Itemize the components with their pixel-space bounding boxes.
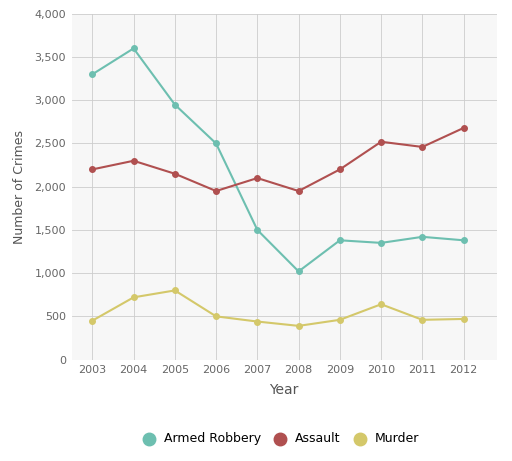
Assault [295,188,302,194]
Murder [337,317,343,323]
Assault [378,139,384,145]
Murder [213,313,219,319]
Line: Murder: Murder [90,288,466,329]
X-axis label: Year: Year [269,384,299,397]
Armed Robbery [254,227,261,233]
Murder [131,295,137,300]
Murder [378,301,384,307]
Murder [89,318,95,324]
Armed Robbery [295,269,302,274]
Assault [131,158,137,164]
Assault [461,125,467,131]
Armed Robbery [461,237,467,243]
Assault [337,167,343,172]
Assault [419,144,425,150]
Line: Armed Robbery: Armed Robbery [90,46,466,274]
Armed Robbery [172,102,178,107]
Murder [419,317,425,323]
Y-axis label: Number of Crimes: Number of Crimes [13,130,26,244]
Armed Robbery [337,237,343,243]
Armed Robbery [419,234,425,240]
Assault [254,175,261,181]
Armed Robbery [131,46,137,51]
Murder [254,319,261,325]
Assault [213,188,219,194]
Armed Robbery [89,71,95,77]
Murder [295,323,302,329]
Murder [172,288,178,293]
Legend: Armed Robbery, Assault, Murder: Armed Robbery, Assault, Murder [144,427,424,450]
Armed Robbery [378,240,384,246]
Armed Robbery [213,141,219,146]
Line: Assault: Assault [90,125,466,194]
Assault [172,171,178,177]
Murder [461,316,467,322]
Assault [89,167,95,172]
